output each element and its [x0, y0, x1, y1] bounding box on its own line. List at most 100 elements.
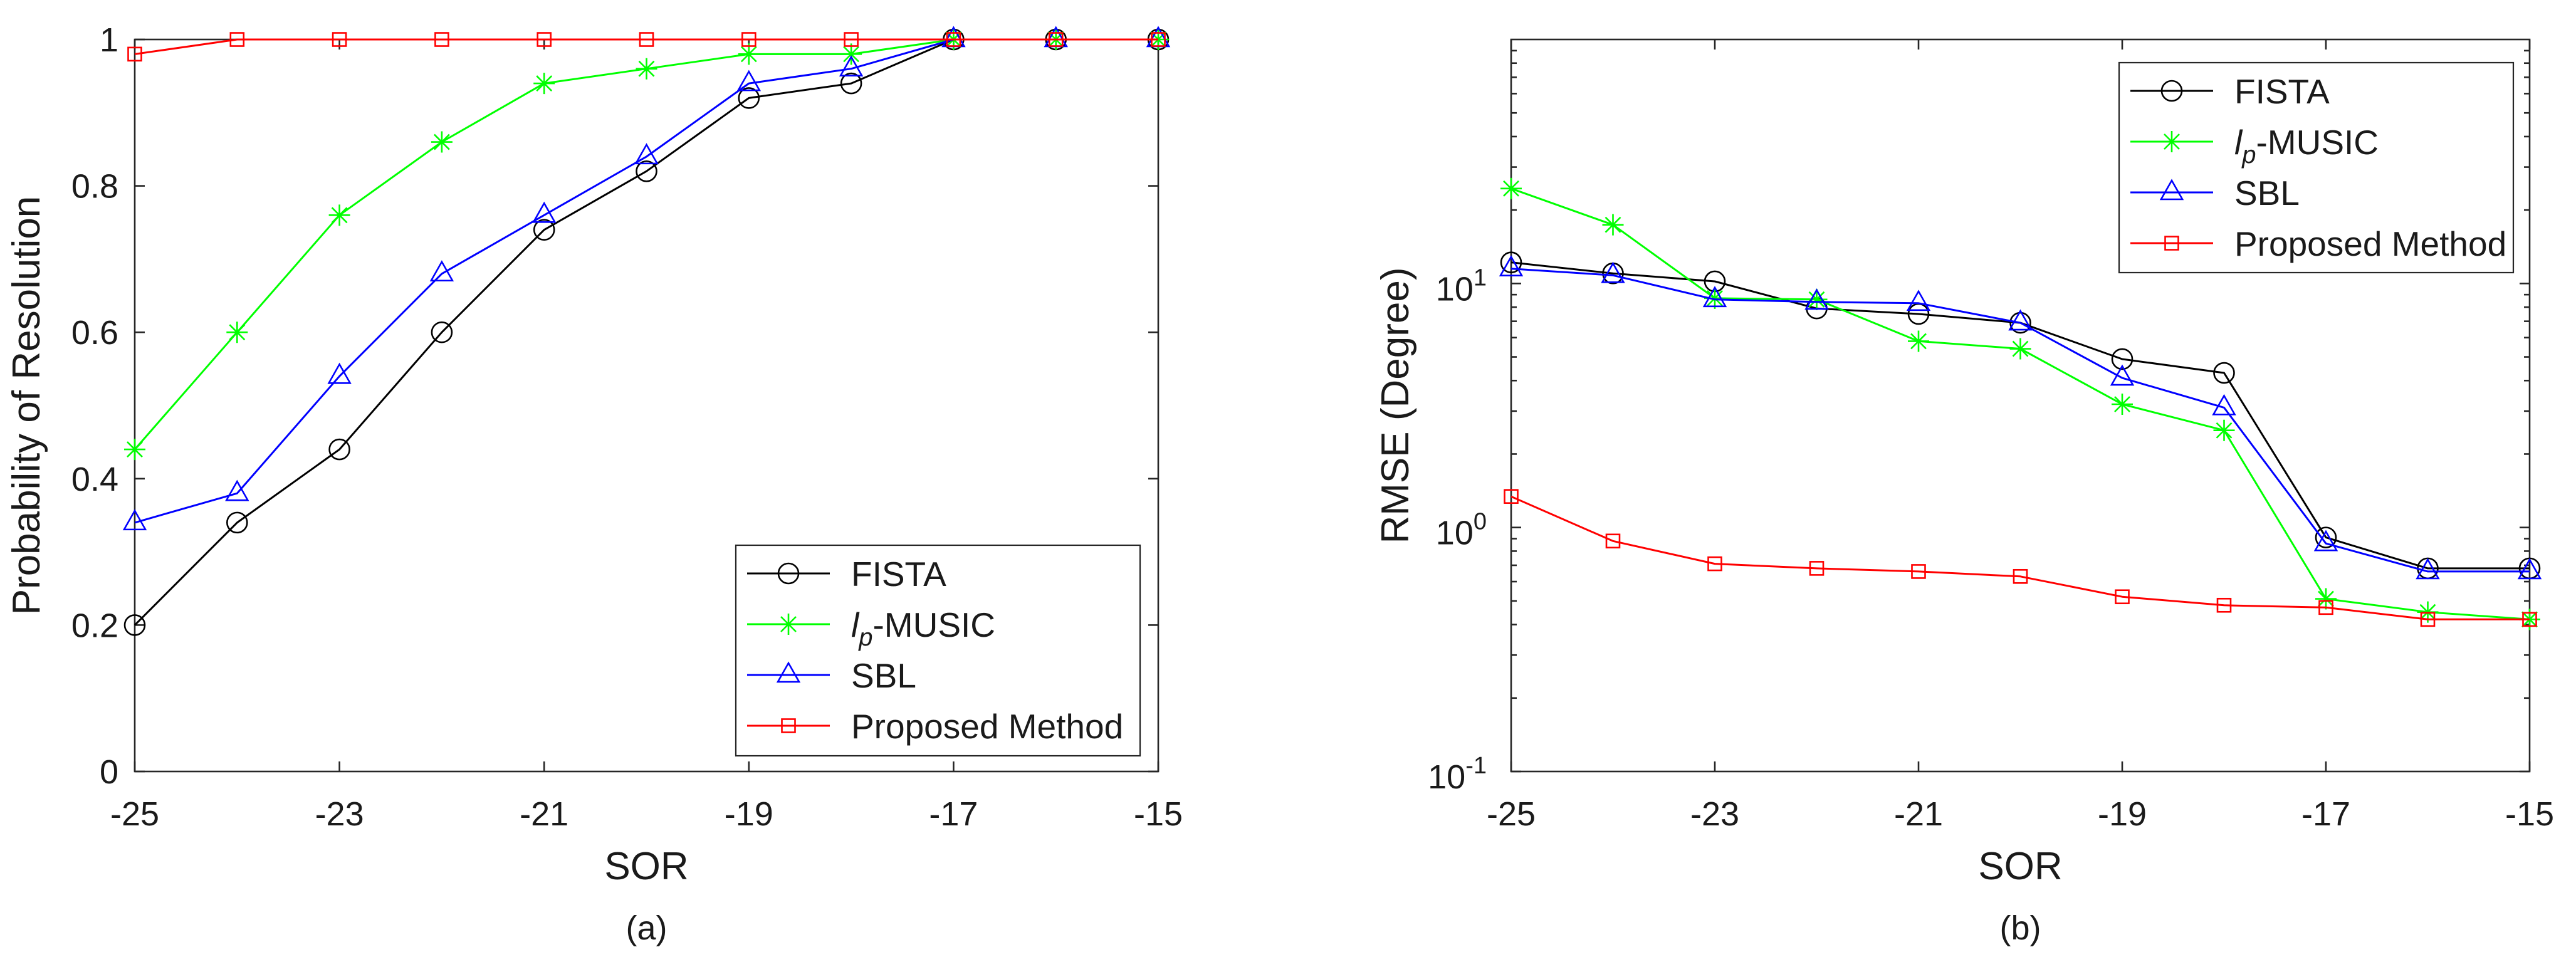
proposed-method-marker	[332, 32, 347, 47]
proposed-method-marker	[741, 32, 757, 47]
legend-marker	[2159, 179, 2184, 201]
legend-marker	[777, 562, 800, 585]
fista-marker	[226, 511, 248, 534]
sbl-marker	[1601, 261, 1625, 283]
sbl-marker	[2517, 558, 2542, 580]
legend-marker	[2161, 131, 2182, 152]
x-tick-label: -25	[1487, 795, 1536, 833]
x-tick-label: -15	[1134, 795, 1183, 833]
legend: FISTA lp-MUSIC SBL Proposed Method	[735, 544, 1141, 757]
y-tick-label: 0.2	[71, 607, 118, 644]
sbl-marker	[2110, 364, 2135, 386]
legend: FISTA lp-MUSIC SBL Proposed Method	[2118, 61, 2515, 274]
y-tick-label-base: 10	[1436, 515, 1474, 552]
lp-music-marker	[2213, 419, 2235, 441]
sbl-marker	[1499, 255, 1524, 277]
legend-label: Proposed Method	[851, 707, 1123, 746]
legend-label-subscript: p	[858, 624, 872, 651]
proposed-method-marker	[1605, 533, 1621, 549]
x-axis-label: SOR	[604, 845, 688, 888]
lp-music-marker	[124, 439, 145, 461]
proposed-method-marker	[1151, 32, 1166, 47]
legend-entry-proposed-method: Proposed Method	[2130, 224, 2506, 263]
proposed-method-marker	[434, 32, 449, 47]
legend-label: FISTA	[851, 555, 946, 593]
lp-music-marker	[533, 73, 555, 95]
legend-box	[735, 544, 1141, 757]
fista-marker	[328, 438, 350, 461]
y-tick-label: 100	[1436, 509, 1487, 552]
panel-label: (b)	[2000, 909, 2041, 947]
y-tick-label-exponent: 1	[1474, 264, 1487, 291]
proposed-method-line	[1511, 495, 2530, 620]
proposed-method-marker	[2420, 612, 2436, 627]
sbl-marker	[736, 70, 762, 91]
lp-music-marker	[2112, 393, 2133, 415]
series-proposed-method	[1504, 489, 2537, 627]
lp-music-marker	[1704, 287, 1725, 309]
sbl-marker	[1906, 290, 1931, 311]
y-tick-label: 1	[100, 21, 118, 59]
y-tick-label-exponent: -1	[1465, 753, 1487, 779]
fista-marker	[533, 219, 555, 241]
fista-marker	[738, 87, 760, 109]
legend-marker	[2164, 236, 2179, 251]
y-axis-label: Probability of Resolution	[5, 196, 48, 615]
legend-label-main: SBL	[851, 656, 916, 695]
legend-entry-sbl: SBL	[747, 656, 916, 695]
sbl-marker	[2313, 530, 2338, 552]
sbl-marker	[429, 260, 454, 282]
proposed-method-marker	[639, 32, 654, 47]
y-tick-label: 101	[1436, 264, 1487, 308]
lp-music-marker	[1500, 177, 1522, 199]
proposed-method-marker	[1048, 32, 1064, 47]
tick-marks	[1510, 39, 2531, 773]
sbl-marker	[1804, 288, 1829, 310]
legend-entry-lp-music: lp-MUSIC	[2130, 123, 2379, 169]
y-tick-label: 0.8	[71, 168, 118, 206]
legend-label-subscript: p	[2241, 141, 2256, 169]
y-tick-label-base: 10	[1436, 270, 1474, 308]
sbl-marker	[2212, 394, 2236, 416]
y-tick-label: 0	[100, 753, 118, 791]
lp-music-marker	[840, 43, 862, 65]
legend-entry-fista: FISTA	[2130, 72, 2330, 111]
legend-label: lp-MUSIC	[851, 605, 995, 651]
proposed-method-marker	[2216, 597, 2232, 613]
proposed-method-marker	[946, 32, 961, 47]
fista-marker	[1500, 251, 1522, 274]
fista-marker	[636, 160, 657, 182]
legend-label-main: Proposed Method	[851, 707, 1123, 746]
sbl-marker	[2008, 309, 2033, 331]
legend-marker	[776, 661, 801, 683]
x-tick-label: -17	[929, 795, 978, 833]
legend-marker	[2160, 80, 2183, 102]
proposed-method-marker	[2115, 589, 2130, 605]
legend-box	[2118, 61, 2515, 274]
proposed-method-marker	[537, 32, 552, 47]
legend-entry-proposed-method: Proposed Method	[747, 707, 1123, 746]
fista-marker	[431, 321, 453, 343]
legend-label-italic: l	[2234, 123, 2243, 162]
proposed-method-marker	[1707, 556, 1722, 572]
proposed-method-marker	[1809, 561, 1825, 576]
lp-music-marker	[2315, 588, 2337, 610]
lp-music-marker	[1908, 330, 1929, 352]
lp-music-marker	[1602, 214, 1624, 236]
legend-label: Proposed Method	[2234, 224, 2506, 263]
sbl-marker	[2416, 558, 2440, 580]
legend-label-italic: l	[851, 605, 860, 644]
sbl-marker	[225, 479, 249, 501]
legend-marker	[778, 614, 799, 635]
legend-label: lp-MUSIC	[2234, 123, 2379, 169]
proposed-method-marker	[1911, 564, 1926, 579]
lp-music-marker	[636, 58, 657, 80]
sbl-line	[1511, 268, 2530, 573]
fista-marker	[2213, 362, 2235, 384]
sbl-marker	[1702, 286, 1727, 308]
lp-music-marker	[431, 131, 453, 153]
x-tick-label: -23	[1690, 795, 1739, 833]
legend-entry-sbl: SBL	[2130, 174, 2300, 212]
